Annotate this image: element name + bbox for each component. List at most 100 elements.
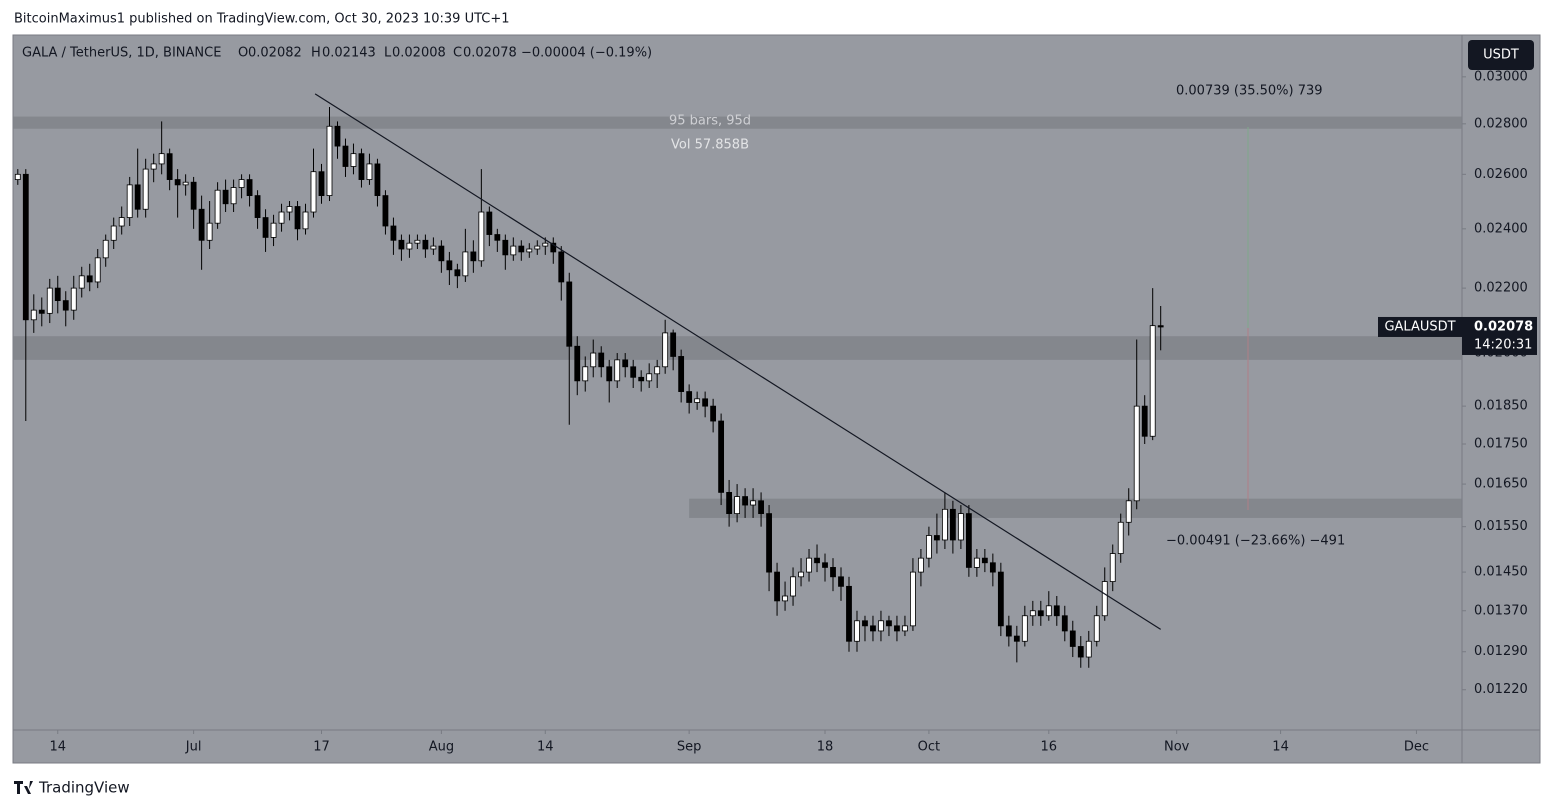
candle-body bbox=[949, 508, 956, 541]
legend-c: C bbox=[453, 46, 462, 61]
candle-body bbox=[526, 248, 533, 253]
trendline bbox=[314, 93, 1162, 630]
candle-body bbox=[710, 405, 717, 422]
y-tick-label: 0.01290 bbox=[1474, 644, 1528, 659]
candle-body bbox=[398, 239, 405, 250]
y-tick-label: 0.01850 bbox=[1474, 399, 1528, 414]
candle-body bbox=[1109, 553, 1116, 582]
candle-body bbox=[390, 225, 397, 241]
candle-body bbox=[1117, 521, 1124, 554]
candle-body bbox=[422, 239, 429, 250]
candle-body bbox=[630, 366, 637, 378]
candle-body bbox=[78, 275, 85, 289]
candle-body bbox=[941, 508, 948, 541]
candle-body bbox=[1093, 615, 1100, 642]
candle-body bbox=[670, 332, 677, 357]
candle-body bbox=[989, 562, 996, 573]
x-tick-label: 14 bbox=[49, 740, 66, 755]
candle-body bbox=[110, 225, 117, 241]
volume-label: Vol 57.858B bbox=[671, 138, 749, 153]
candle-body bbox=[1005, 625, 1012, 637]
y-tick-label: 0.01450 bbox=[1474, 565, 1528, 580]
candle-body bbox=[1085, 640, 1092, 658]
bars-label: 95 bars, 95d bbox=[669, 114, 751, 129]
currency-label[interactable]: USDT bbox=[1483, 48, 1519, 63]
candle-body bbox=[1053, 605, 1060, 617]
candle-body bbox=[1069, 630, 1076, 647]
candle-body bbox=[742, 496, 748, 506]
candle-body bbox=[550, 242, 557, 253]
y-tick-label: 0.01550 bbox=[1474, 519, 1528, 534]
legend-o: O bbox=[238, 46, 248, 61]
currency-button[interactable] bbox=[1468, 40, 1534, 70]
countdown-label: 14:20:31 bbox=[1474, 337, 1532, 352]
candle-body bbox=[438, 245, 445, 262]
candle-body bbox=[262, 217, 269, 238]
y-tick-label: 0.02600 bbox=[1474, 167, 1528, 182]
zone bbox=[13, 116, 1462, 129]
candle-body bbox=[182, 181, 189, 186]
candle-body bbox=[1029, 610, 1036, 617]
candle-body bbox=[222, 189, 229, 205]
candle-body bbox=[1141, 405, 1148, 437]
candle-body bbox=[166, 153, 173, 180]
candle-body bbox=[134, 184, 141, 210]
candle-body bbox=[238, 179, 245, 188]
x-tick-label: Sep bbox=[677, 740, 702, 755]
candle-body bbox=[726, 491, 733, 515]
candle-body bbox=[278, 211, 285, 224]
candle-body bbox=[981, 557, 988, 564]
candle-body bbox=[230, 187, 237, 205]
x-tick-label: Oct bbox=[918, 740, 940, 755]
candle-body bbox=[118, 217, 125, 227]
candle-body bbox=[326, 125, 333, 197]
chart-area bbox=[12, 34, 1541, 764]
candle-body bbox=[510, 245, 517, 256]
candle-body bbox=[270, 222, 277, 238]
candle-body bbox=[854, 620, 860, 642]
candle-body bbox=[126, 184, 133, 218]
candle-body bbox=[574, 345, 581, 382]
candle-body bbox=[70, 287, 77, 311]
candle-body bbox=[1133, 405, 1140, 502]
legend-l-value: 0.02008 bbox=[392, 46, 446, 61]
candle-body bbox=[102, 239, 109, 259]
candle-body bbox=[206, 222, 213, 241]
candle-body bbox=[774, 571, 780, 602]
candle-body bbox=[718, 420, 725, 493]
candle-body bbox=[30, 309, 37, 321]
y-tick-label: 0.01220 bbox=[1474, 682, 1528, 697]
candle-body bbox=[566, 281, 573, 347]
candle-body bbox=[622, 359, 629, 368]
candle-body bbox=[790, 576, 796, 597]
y-tick-label: 0.03000 bbox=[1474, 69, 1528, 84]
x-tick-label: Nov bbox=[1164, 740, 1190, 755]
candle-body bbox=[1149, 325, 1156, 437]
candle-body bbox=[846, 585, 852, 642]
x-tick-label: 14 bbox=[1272, 740, 1289, 755]
candle-body bbox=[350, 153, 357, 167]
candle-body bbox=[54, 287, 61, 302]
candle-body bbox=[414, 239, 421, 244]
candle-body bbox=[1045, 605, 1052, 617]
candle-body bbox=[734, 496, 741, 515]
candle-body bbox=[702, 398, 709, 407]
candle-body bbox=[814, 557, 820, 564]
candle-body bbox=[558, 251, 565, 283]
candle-body bbox=[14, 173, 21, 180]
candle-body bbox=[446, 260, 453, 271]
y-tick-label: 0.01650 bbox=[1474, 477, 1528, 492]
measure-up-label: 0.00739 (35.50%) 739 bbox=[1176, 84, 1323, 99]
candle-body bbox=[758, 500, 764, 515]
candle-body bbox=[302, 211, 309, 230]
candle-body bbox=[502, 239, 509, 256]
candle-body bbox=[86, 275, 93, 283]
candle-body bbox=[214, 189, 221, 224]
candle-body bbox=[694, 398, 701, 403]
candle-body bbox=[38, 309, 45, 314]
y-tick-label: 0.02200 bbox=[1474, 281, 1528, 296]
candle-body bbox=[918, 557, 924, 573]
legend-change: −0.00004 (−0.19%) bbox=[521, 46, 652, 61]
legend-c-value: 0.02078 bbox=[463, 46, 517, 61]
